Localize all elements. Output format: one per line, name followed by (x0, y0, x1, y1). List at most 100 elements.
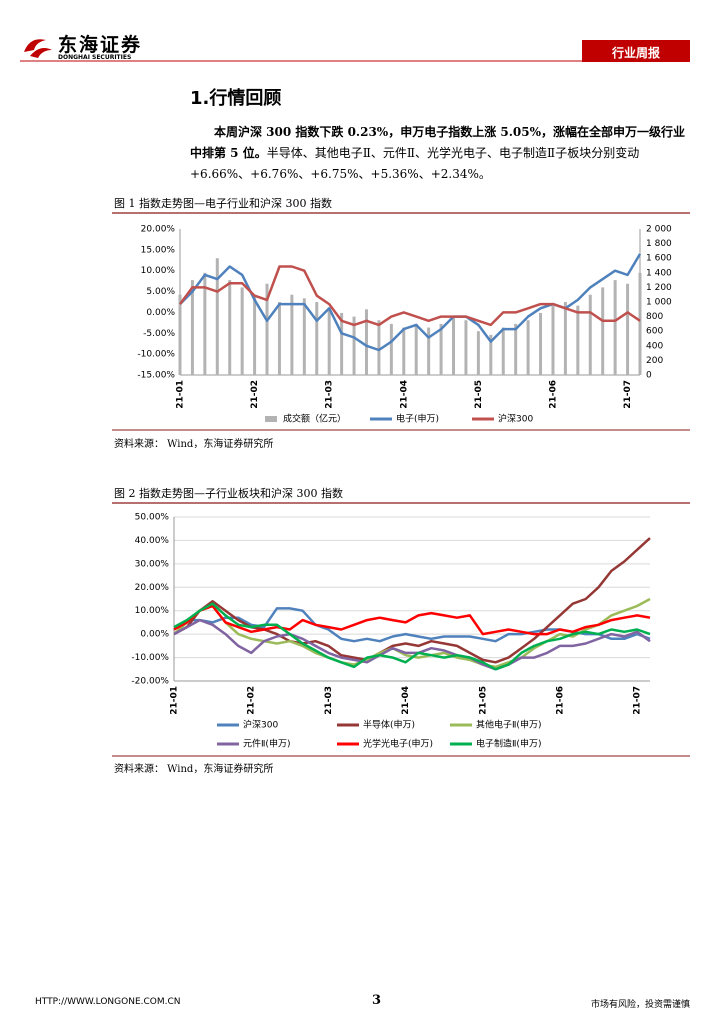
y-tick-label: -20.00% (131, 677, 169, 687)
bar (265, 283, 269, 375)
bar (178, 294, 182, 375)
section-title: 1.行情回顾 (190, 88, 282, 109)
bar (526, 320, 530, 375)
bar (613, 280, 617, 375)
bar (290, 294, 294, 375)
logo-cn: 东海证券 (58, 34, 143, 56)
y-tick-label: 600 (646, 327, 663, 337)
bar (551, 305, 555, 375)
y-tick-label: 0.00% (140, 630, 169, 640)
y-tick-label: 10.00% (141, 266, 176, 276)
y-tick-label: -5.00% (143, 329, 175, 339)
x-tick-label: 21-07 (623, 380, 633, 409)
bar (464, 320, 468, 375)
logo-en: DONGHAI SECURITIES (58, 54, 132, 61)
x-tick-label: 21-05 (474, 380, 484, 409)
figure-caption: 图 1 指数走势图—电子行业和沪深 300 指数 (114, 197, 332, 210)
bar (315, 302, 319, 375)
bar (539, 312, 543, 375)
report-tag: 行业周报 (611, 46, 660, 60)
bar (190, 280, 194, 375)
bar (377, 320, 381, 375)
bar (501, 327, 505, 375)
paragraph: 本周沪深 300 指数下跌 0.23%，申万电子指数上涨 5.05%，涨幅在全部… (190, 122, 690, 185)
y-tick-label: 800 (646, 312, 663, 322)
legend-label: 成交额（亿元） (283, 413, 346, 425)
y-tick-label: -10.00% (137, 350, 175, 360)
y-tick-label: 1 000 (646, 298, 672, 308)
bar (576, 305, 580, 375)
legend-label: 沪深300 (243, 719, 278, 731)
bar (489, 334, 493, 375)
bar (240, 287, 244, 375)
y-tick-label: 10.00% (135, 606, 170, 616)
bar (389, 323, 393, 375)
bar (228, 280, 232, 375)
legend-label: 半导体(申万) (363, 719, 415, 731)
bar (203, 272, 207, 375)
paragraph-bold: 本周沪深 300 指数下跌 0.23%，申万电子指数上涨 5.05%，涨幅在全部… (190, 125, 686, 160)
bar (215, 258, 219, 375)
bar (277, 302, 281, 375)
line-series (173, 602, 651, 671)
y-tick-label: 400 (646, 341, 663, 351)
y-tick-label: 1 400 (646, 268, 672, 278)
bar (302, 298, 306, 375)
x-tick-label: 21-01 (170, 686, 180, 715)
x-tick-label: 21-06 (555, 686, 565, 715)
legend-label: 光学光电子(申万) (363, 738, 433, 750)
y-tick-label: 30.00% (135, 559, 170, 569)
legend-label: 电子(申万) (396, 413, 439, 425)
bar (626, 283, 630, 375)
bar (452, 316, 456, 375)
y-tick-label: 2 000 (646, 225, 672, 235)
line-series (173, 618, 651, 671)
y-tick-label: 5.00% (146, 287, 175, 297)
x-tick-label: 21-06 (548, 380, 558, 409)
bar (638, 272, 642, 375)
legend-label: 电子制造Ⅱ(申万) (476, 738, 541, 750)
y-tick-label: 40.00% (135, 536, 170, 546)
y-tick-label: 1 200 (646, 283, 672, 293)
bar (253, 294, 257, 375)
footer-disclaimer: 市场有风险，投资需谨慎 (590, 1000, 690, 1010)
figure-caption: 图 2 指数走势图—子行业板块和沪深 300 指数 (114, 487, 343, 500)
tag-box (582, 40, 690, 62)
bar (352, 316, 356, 375)
bar (340, 312, 344, 375)
bar (427, 327, 431, 375)
y-tick-label: 1 600 (646, 254, 672, 264)
y-tick-label: -10.00% (131, 653, 169, 663)
line-series (173, 604, 651, 636)
line-series (179, 253, 642, 352)
x-tick-label: 21-03 (324, 686, 334, 715)
bar (601, 287, 605, 375)
legend-label: 其他电子Ⅱ(申万) (476, 719, 541, 731)
y-tick-label: 20.00% (141, 225, 176, 235)
bar (402, 327, 406, 375)
page-number: 3 (372, 993, 382, 1008)
y-tick-label: 15.00% (141, 245, 176, 255)
x-tick-label: 21-02 (247, 686, 257, 715)
footer-url: HTTP://WWW.LONGONE.COM.CN (35, 997, 181, 1007)
bar (514, 323, 518, 375)
y-tick-label: 1 800 (646, 239, 672, 249)
bar (439, 323, 443, 375)
logo-icon (24, 39, 52, 58)
bar (563, 302, 567, 375)
y-tick-label: 0.00% (146, 308, 175, 318)
bar (414, 323, 418, 375)
y-tick-label: -15.00% (137, 371, 175, 381)
figure-source: 资料来源： Wind，东海证券研究所 (114, 764, 274, 775)
figure-source: 资料来源： Wind，东海证券研究所 (114, 439, 274, 450)
x-tick-label: 21-01 (176, 380, 186, 409)
y-tick-label: 0 (646, 371, 652, 381)
legend-swatch (265, 416, 277, 422)
x-tick-label: 21-04 (401, 686, 411, 715)
x-tick-label: 21-07 (633, 686, 643, 715)
x-tick-label: 21-03 (325, 380, 335, 409)
y-tick-label: 50.00% (135, 513, 170, 523)
bar (588, 294, 592, 375)
